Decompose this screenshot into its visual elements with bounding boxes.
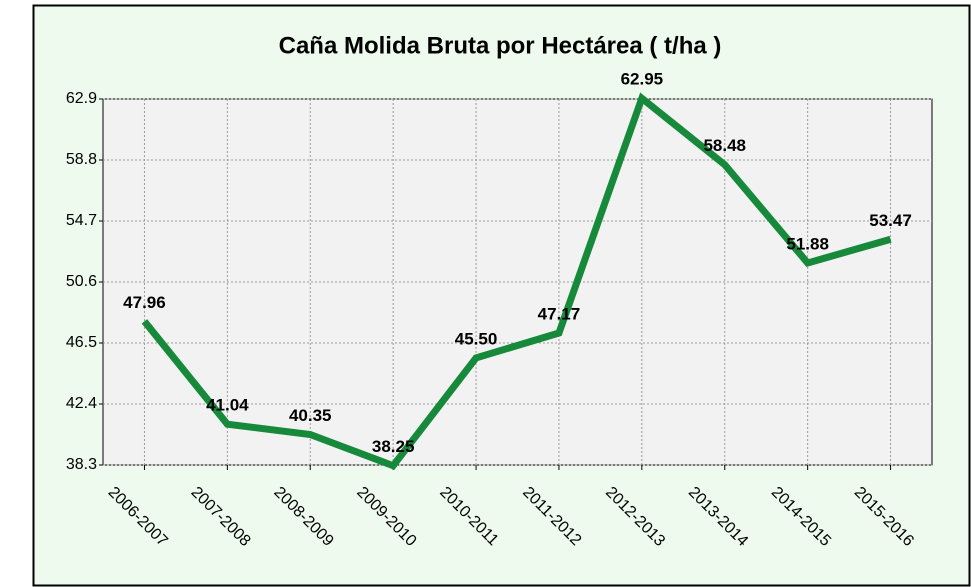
- y-tick-label: 58.8: [66, 151, 97, 168]
- data-label: 53.47: [869, 211, 912, 230]
- data-label: 58.48: [703, 136, 746, 155]
- data-label: 62.95: [621, 70, 664, 89]
- chart-title: Caña Molida Bruta por Hectárea ( t/ha ): [279, 32, 722, 59]
- y-tick-label: 38.3: [66, 456, 97, 473]
- y-tick-label: 54.7: [66, 212, 97, 229]
- data-label: 41.04: [206, 396, 249, 415]
- data-label: 47.96: [123, 293, 166, 312]
- y-tick-label: 46.5: [66, 334, 97, 351]
- data-label: 40.35: [289, 406, 332, 425]
- y-tick-label: 42.4: [66, 395, 97, 412]
- data-line: [141, 92, 892, 470]
- data-label: 47.17: [538, 305, 581, 324]
- data-label: 38.25: [372, 437, 415, 456]
- y-tick-label: 62.9: [66, 90, 97, 107]
- data-label: 45.50: [455, 329, 498, 348]
- plot-area: [102, 98, 933, 466]
- data-label: 51.88: [786, 234, 829, 253]
- y-tick-label: 50.6: [66, 273, 97, 290]
